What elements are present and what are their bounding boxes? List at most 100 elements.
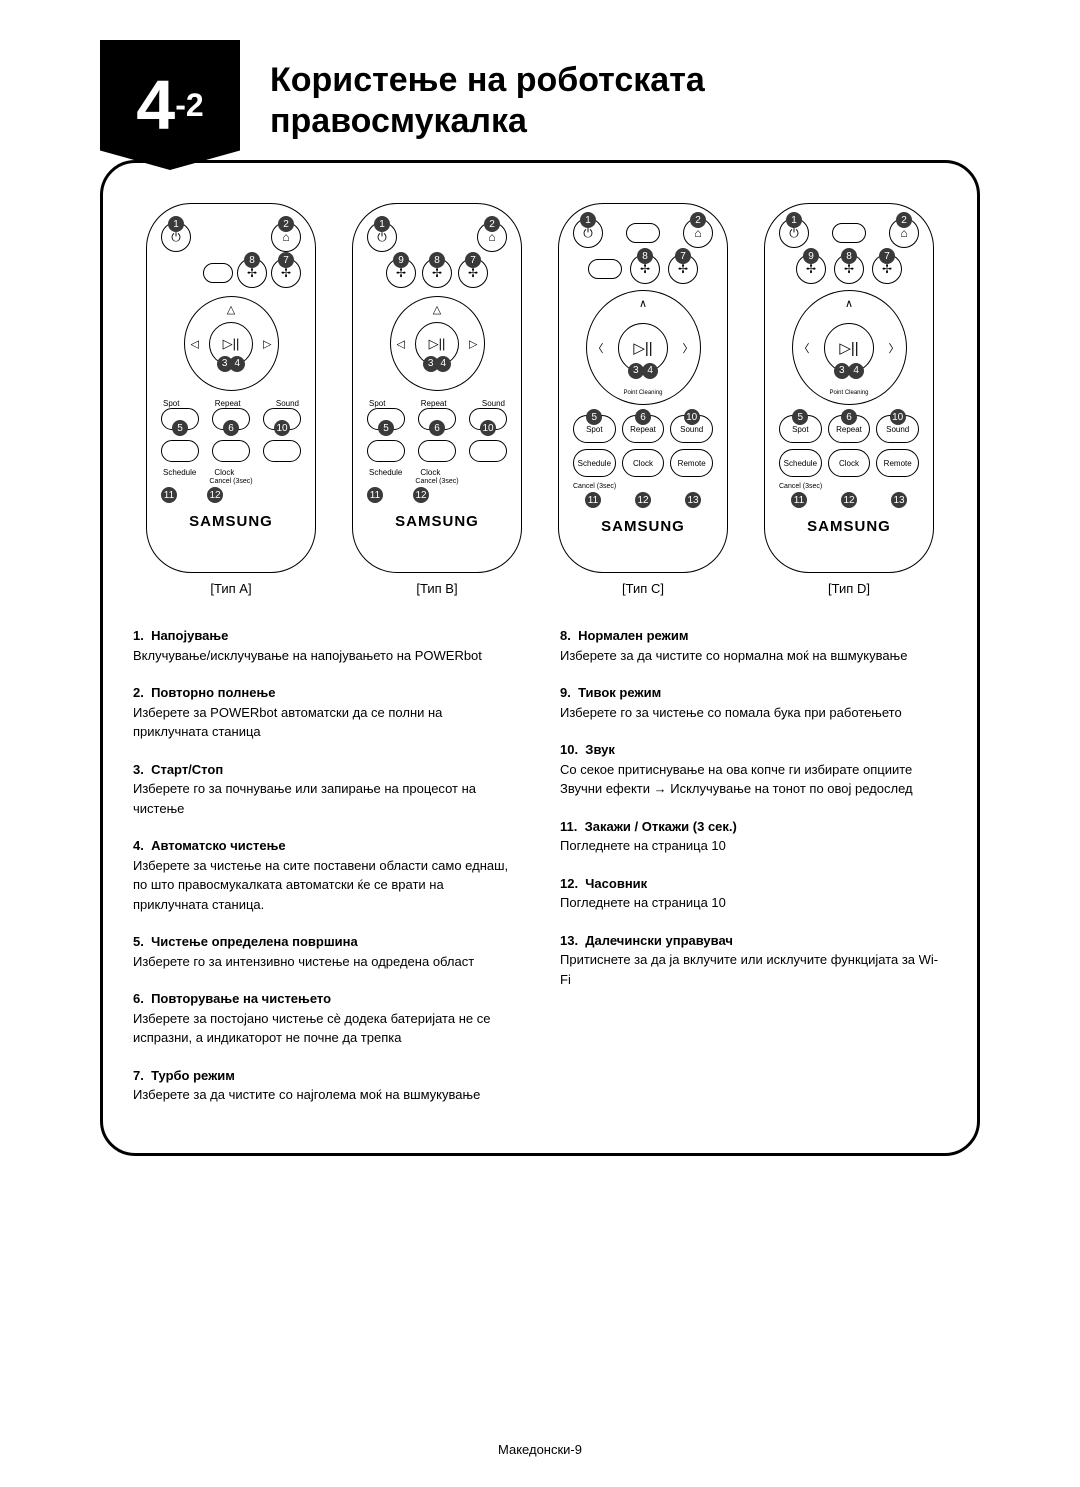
badge-5: 5 <box>378 420 394 436</box>
repeat-label: Repeat <box>421 399 447 408</box>
left-icon: 〈 <box>799 340 810 356</box>
title-line2: правосмукалка <box>270 102 527 140</box>
fan-icon: ✢ <box>247 266 257 280</box>
sound-button: 10 <box>263 408 301 430</box>
desc-item-title: 11. Закажи / Откажи (3 сек.) <box>560 817 947 837</box>
spot-label: Spot <box>163 399 179 408</box>
desc-item: 12. ЧасовникПогледнете на страница 10 <box>560 874 947 913</box>
sound-label: Sound <box>276 399 299 408</box>
badge-1: 1 <box>580 212 596 228</box>
fan-icon: ✢ <box>468 266 478 280</box>
badge-4: 4 <box>848 363 864 379</box>
spot-button: 5 Spot <box>779 415 822 443</box>
desc-item-title: 6. Повторување на чистењето <box>133 989 520 1009</box>
repeat-button: 6 Repeat <box>828 415 871 443</box>
remote-b: 1 ⏻ 2 ⌂ 9 ✢ 8 <box>352 203 522 573</box>
repeat-button: 6 <box>212 408 250 430</box>
desc-item-body: Изберете го за почнување или запирање на… <box>133 779 520 818</box>
desc-item-title: 8. Нормален режим <box>560 626 947 646</box>
badge-9: 9 <box>803 248 819 264</box>
right-icon: ▷ <box>263 337 271 350</box>
section-badge: 4 -2 <box>100 40 240 170</box>
repeat-label: Repeat <box>215 399 241 408</box>
header: 4 -2 Користење на роботската правосмукал… <box>100 40 980 170</box>
badge-10: 10 <box>480 420 496 436</box>
blank-pill <box>263 440 301 462</box>
blank-pill <box>161 440 199 462</box>
desc-item-body: Изберете за да чистите со најголема моќ … <box>133 1085 520 1105</box>
repeat-button: 6 Repeat <box>622 415 665 443</box>
desc-item: 3. Старт/СтопИзберете го за почнување ил… <box>133 760 520 819</box>
up-icon: ∧ <box>639 297 647 310</box>
desc-right-col: 8. Нормален режимИзберете за да чистите … <box>560 626 947 1123</box>
badge-5: 5 <box>792 409 808 425</box>
sound-button: 10 Sound <box>670 415 713 443</box>
badge-11: 11 <box>367 487 383 503</box>
turbo-button: 7 ✢ <box>668 254 698 284</box>
right-icon: 〉 <box>683 340 694 356</box>
desc-item-title: 1. Напојување <box>133 626 520 646</box>
badge-7: 7 <box>879 248 895 264</box>
blank-pill <box>203 263 233 283</box>
badge-6: 6 <box>635 409 651 425</box>
badge-1: 1 <box>168 216 184 232</box>
fan-icon: ✢ <box>806 262 816 276</box>
home-button: 2 ⌂ <box>477 222 507 252</box>
normal-button: 8 ✢ <box>422 258 452 288</box>
badge-5: 5 <box>172 420 188 436</box>
power-button: 1 ⏻ <box>573 218 603 248</box>
badge-7: 7 <box>675 248 691 264</box>
desc-item: 13. Далечински управувачПритиснете за да… <box>560 931 947 990</box>
badge-10: 10 <box>684 409 700 425</box>
content-frame: 1 ⏻ 2 ⌂ 8 ✢ <box>100 160 980 1156</box>
desc-columns: 1. НапојувањеВклучување/исклучување на н… <box>133 626 947 1123</box>
blank-pill <box>588 259 622 279</box>
brand-label: SAMSUNG <box>779 518 919 535</box>
turbo-button: 7 ✢ <box>458 258 488 288</box>
up-icon: ∧ <box>845 297 853 310</box>
playpause-icon: ▷|| <box>839 339 858 357</box>
desc-item-body: Изберете го за чистење со помала бука пр… <box>560 703 947 723</box>
remote-label: Remote <box>884 459 912 468</box>
blank-pill <box>626 223 660 243</box>
clock-label: Clock <box>839 459 859 468</box>
remotes-row: 1 ⏻ 2 ⌂ 8 ✢ <box>133 203 947 596</box>
desc-item: 2. Повторно полнењеИзберете за POWERbot … <box>133 683 520 742</box>
fan-icon: ✢ <box>678 262 688 276</box>
power-button: 1 ⏻ <box>367 222 397 252</box>
brand-label: SAMSUNG <box>367 513 507 530</box>
desc-item-body: Со секое притиснување на ова копче ги из… <box>560 760 947 799</box>
turbo-button: 7 ✢ <box>271 258 301 288</box>
home-button: 2 ⌂ <box>889 218 919 248</box>
badge-11: 11 <box>585 492 601 508</box>
fan-icon: ✢ <box>281 266 291 280</box>
badge-8: 8 <box>244 252 260 268</box>
dpad-center: ▷|| 3 4 <box>618 323 668 373</box>
remote-b-col: 1 ⏻ 2 ⌂ 9 ✢ 8 <box>339 203 535 596</box>
left-icon: ◁ <box>191 337 199 350</box>
fan-icon: ✢ <box>844 262 854 276</box>
desc-item-title: 5. Чистење определена површина <box>133 932 520 952</box>
dpad: △ ◁ ▷ ▷|| 3 4 <box>390 296 485 391</box>
schedule-label: Schedule <box>784 459 817 468</box>
badge-2: 2 <box>690 212 706 228</box>
desc-item-body: Погледнете на страница 10 <box>560 836 947 856</box>
schedule-label: Schedule <box>369 468 402 477</box>
point-label: Point Cleaning <box>623 390 662 396</box>
remote-label: Remote <box>678 459 706 468</box>
desc-item-body: Изберете за да чистите со нормална моќ н… <box>560 646 947 666</box>
badge-11: 11 <box>791 492 807 508</box>
badge-8: 8 <box>429 252 445 268</box>
page-title: Користење на роботската правосмукалка <box>270 40 705 142</box>
desc-item-title: 13. Далечински управувач <box>560 931 947 951</box>
badge-9: 9 <box>393 252 409 268</box>
quiet-button: 9 ✢ <box>386 258 416 288</box>
sound-button: 10 <box>469 408 507 430</box>
badge-2: 2 <box>484 216 500 232</box>
badge-7: 7 <box>465 252 481 268</box>
remote-b-label: [Тип B] <box>339 581 535 596</box>
remote-d-label: [Тип D] <box>751 581 947 596</box>
sound-label: Sound <box>482 399 505 408</box>
desc-item-body: Вклучување/исклучување на напојувањето н… <box>133 646 520 666</box>
playpause-icon: ▷|| <box>429 336 446 352</box>
